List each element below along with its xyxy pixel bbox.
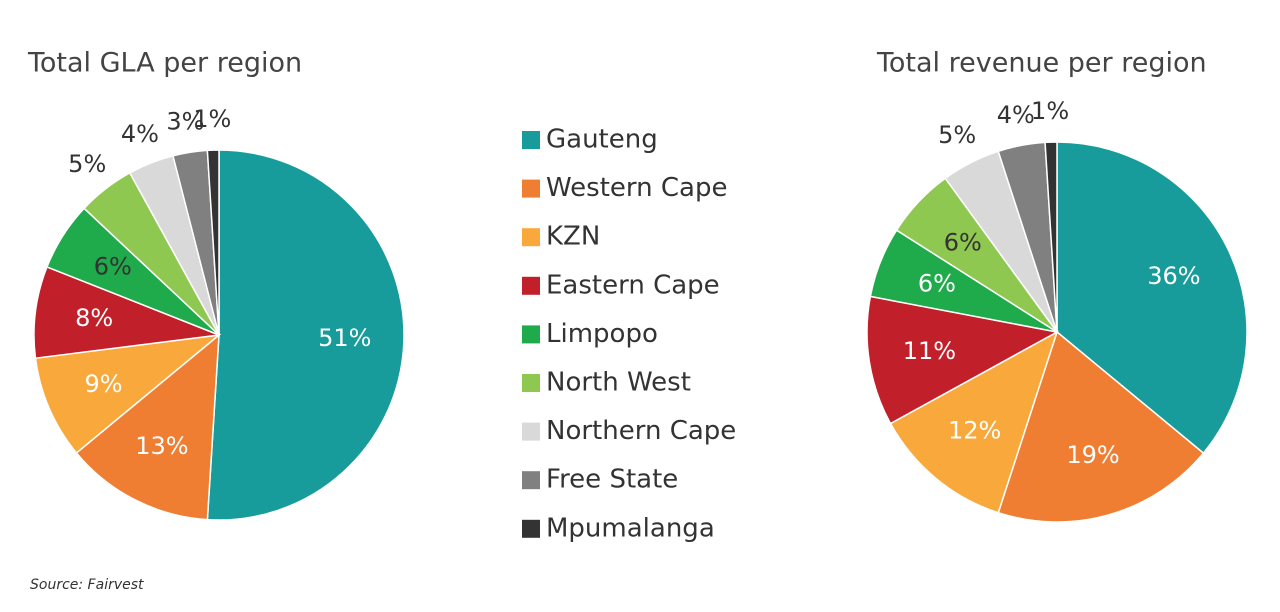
data-label: 5% bbox=[68, 150, 106, 178]
legend-swatch bbox=[522, 519, 540, 538]
pie-slice bbox=[206, 149, 405, 521]
legend-label: KZN bbox=[546, 222, 600, 252]
data-label: 13% bbox=[135, 432, 188, 460]
legend-label: Gauteng bbox=[546, 125, 658, 155]
data-label: 1% bbox=[193, 105, 231, 133]
legend-label: Free State bbox=[546, 465, 678, 495]
legend-label: Limpopo bbox=[546, 319, 658, 349]
legend-swatch bbox=[522, 471, 540, 490]
data-label: 19% bbox=[1066, 441, 1119, 469]
legend-label: Eastern Cape bbox=[546, 270, 720, 300]
data-label: 5% bbox=[938, 121, 976, 149]
legend-swatch bbox=[522, 131, 540, 149]
data-label: 4% bbox=[997, 101, 1035, 129]
pie-slice bbox=[206, 149, 220, 336]
data-label: 6% bbox=[944, 229, 982, 257]
data-label: 11% bbox=[903, 337, 956, 365]
pie-slice bbox=[997, 330, 1205, 523]
pie-slice bbox=[866, 295, 1060, 425]
legend-label: Northern Cape bbox=[546, 416, 736, 446]
data-label: 6% bbox=[94, 253, 132, 281]
pie-slice bbox=[33, 265, 220, 360]
data-label: 12% bbox=[948, 417, 1001, 445]
data-label: 51% bbox=[318, 324, 371, 352]
legend-swatch bbox=[522, 422, 540, 441]
legend-label: Western Cape bbox=[546, 173, 727, 203]
data-label: 1% bbox=[1031, 97, 1069, 125]
data-label: 6% bbox=[918, 269, 956, 297]
pie-slice bbox=[889, 330, 1059, 514]
data-label: 8% bbox=[75, 304, 113, 332]
legend-swatch bbox=[522, 374, 540, 392]
data-label: 9% bbox=[85, 370, 123, 398]
pie-slice bbox=[75, 333, 220, 521]
legend-swatch bbox=[522, 276, 540, 295]
chart-title: Total GLA per region bbox=[27, 48, 302, 79]
pie-slice bbox=[1056, 141, 1248, 455]
legend-swatch bbox=[522, 228, 540, 247]
legend-label: Mpumalanga bbox=[546, 513, 715, 543]
pie-slice bbox=[1044, 141, 1058, 333]
legend-swatch bbox=[522, 325, 540, 344]
legend-swatch bbox=[522, 179, 540, 198]
source-note: Source: Fairvest bbox=[30, 577, 144, 593]
data-label: 36% bbox=[1147, 262, 1200, 290]
data-label: 3% bbox=[166, 108, 204, 136]
legend-label: North West bbox=[546, 368, 691, 398]
chart-title: Total revenue per region bbox=[876, 48, 1207, 79]
pie-slice bbox=[34, 333, 222, 454]
data-label: 4% bbox=[121, 120, 159, 148]
